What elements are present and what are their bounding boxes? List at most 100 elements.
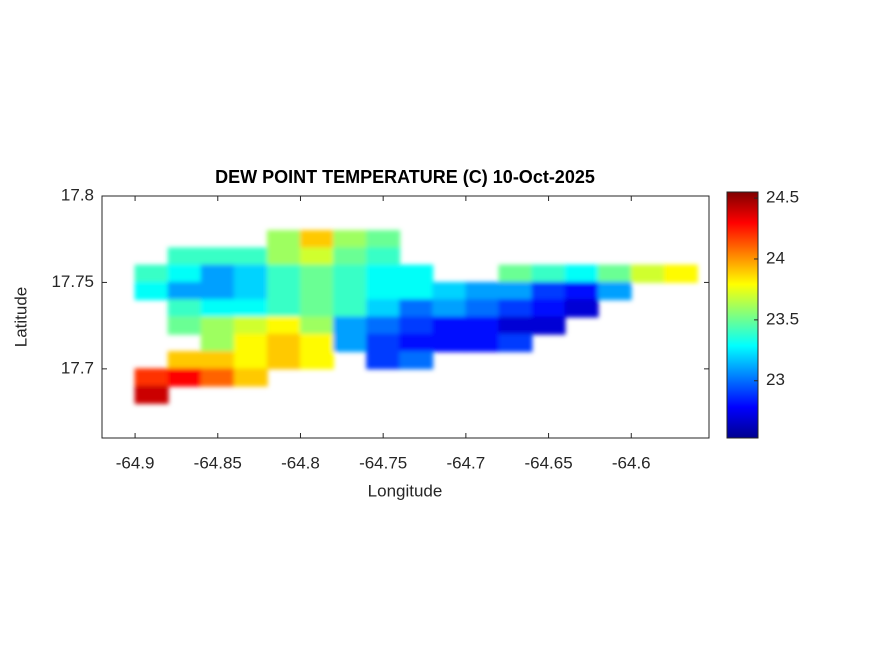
colorbar-tick-label: 24 — [766, 248, 785, 267]
x-axis-label: Longitude — [368, 481, 443, 500]
field-cell — [531, 299, 566, 318]
field-cell — [531, 316, 566, 335]
field-cell — [531, 281, 566, 301]
field-cell — [266, 299, 301, 318]
x-tick-label: -64.85 — [194, 453, 242, 472]
field-cell — [366, 264, 401, 283]
field-cell — [299, 316, 335, 335]
field-cell — [531, 264, 566, 283]
field-cell — [200, 264, 235, 283]
field-cell — [399, 281, 434, 301]
field-cell — [465, 333, 500, 353]
axes-box — [101, 195, 710, 439]
field-cell — [233, 247, 268, 266]
field-cell — [233, 264, 268, 283]
field-cell — [200, 368, 235, 387]
field-cell — [167, 316, 202, 335]
field-cell — [333, 247, 368, 266]
field-cell — [333, 316, 368, 335]
field-cell — [597, 281, 632, 301]
field-cell — [366, 351, 401, 370]
field-cell — [432, 299, 467, 318]
field-cell — [498, 299, 533, 318]
field-cell — [167, 247, 202, 266]
y-tick-label: 17.7 — [61, 358, 94, 377]
field-cell — [597, 264, 632, 283]
field-cell — [399, 351, 434, 370]
field-cell — [432, 281, 467, 301]
field-cell — [399, 264, 434, 283]
field-cell — [366, 316, 401, 335]
chart-title: DEW POINT TEMPERATURE (C) 10-Oct-2025 — [215, 167, 595, 187]
field-cell — [200, 316, 235, 335]
field-cell — [167, 351, 202, 370]
field-cell — [167, 264, 202, 283]
field-cell — [299, 299, 335, 318]
field — [134, 230, 698, 404]
field-cell — [465, 299, 500, 318]
x-tick-label: -64.7 — [446, 453, 485, 472]
field-cell — [465, 281, 500, 301]
field-cell — [266, 316, 301, 335]
field-cell — [663, 264, 698, 283]
colorbar — [726, 191, 759, 439]
field-cell — [200, 281, 235, 301]
field-cell — [233, 281, 268, 301]
field-cell — [200, 299, 235, 318]
field-cell — [366, 333, 401, 353]
field-cell — [498, 264, 533, 283]
field-cell — [266, 247, 301, 266]
field-cell — [266, 281, 301, 301]
field-cell — [630, 264, 665, 283]
field-cell — [266, 230, 301, 249]
field-cell — [399, 316, 434, 335]
x-tick-label: -64.9 — [116, 453, 155, 472]
field-cell — [399, 299, 434, 318]
x-tick-label: -64.6 — [612, 453, 651, 472]
field-cell — [134, 281, 169, 301]
field-cell — [233, 333, 268, 353]
field-cell — [498, 333, 533, 353]
x-tick-label: -64.75 — [359, 453, 407, 472]
field-cell — [333, 333, 368, 353]
field-cell — [564, 299, 599, 318]
field-cell — [333, 299, 368, 318]
field-cell — [366, 247, 401, 266]
field-cell — [167, 299, 202, 318]
field-cell — [399, 333, 434, 353]
field-cell — [167, 281, 202, 301]
field-cell — [299, 230, 335, 249]
field-cell — [299, 333, 335, 353]
field-cell — [465, 316, 500, 335]
field-cell — [233, 368, 268, 387]
field-cell — [233, 299, 268, 318]
field-cell — [200, 351, 235, 370]
y-tick-label: 17.8 — [61, 185, 94, 204]
field-cell — [134, 385, 169, 404]
field-cell — [266, 351, 301, 370]
x-tick-label: -64.65 — [524, 453, 572, 472]
field-cell — [266, 264, 301, 283]
field-cell — [233, 351, 268, 370]
field-cell — [167, 368, 202, 387]
field-cell — [200, 333, 235, 353]
colorbar-tick-label: 24.5 — [766, 188, 799, 207]
field-cell — [564, 281, 599, 301]
colorbar-tick-label: 23.5 — [766, 309, 799, 328]
y-tick-label: 17.75 — [51, 272, 94, 291]
field-cell — [299, 247, 335, 266]
field-cell — [233, 316, 268, 335]
y-axis-label: Latitude — [11, 287, 30, 348]
field-cell — [564, 264, 599, 283]
field-cell — [266, 333, 301, 353]
field-cell — [432, 333, 467, 353]
field-cell — [366, 230, 401, 249]
field-cell — [366, 281, 401, 301]
field-cell — [134, 264, 169, 283]
field-cell — [432, 316, 467, 335]
field-cell — [498, 316, 533, 335]
field-cell — [299, 264, 335, 283]
field-cell — [299, 281, 335, 301]
field-cell — [498, 281, 533, 301]
